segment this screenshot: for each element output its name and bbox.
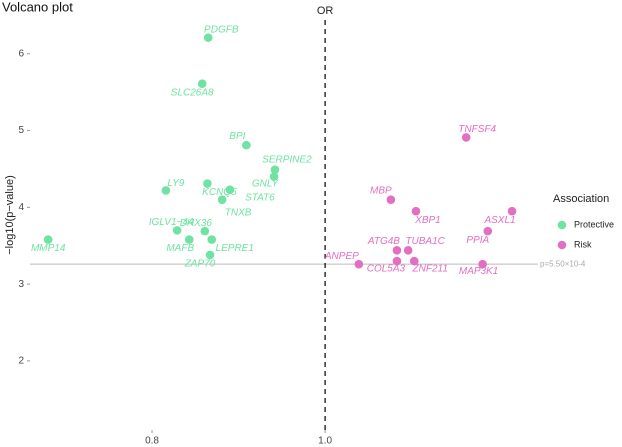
point [43, 235, 53, 244]
point [225, 185, 235, 194]
point-label: IGLV1−44 [149, 217, 194, 228]
point [242, 140, 251, 150]
point [217, 195, 227, 204]
legend-label: Risk [574, 239, 592, 249]
threshold-label: p=5.50×10-4 [540, 259, 586, 268]
point [172, 226, 182, 235]
point-label: MMP14 [31, 243, 66, 254]
point-label: DHX36 [180, 218, 213, 229]
point-label: GNLY [252, 178, 280, 189]
point-label: KCNQ5 [202, 187, 237, 198]
point-label: ANPEP [324, 251, 359, 262]
point [354, 259, 364, 269]
point-label: PPIA [466, 235, 489, 246]
point [161, 186, 171, 195]
point-label: MAFB [166, 243, 194, 254]
point [403, 246, 413, 255]
point-label: BPI [229, 131, 245, 142]
legend-title: Association [553, 193, 609, 205]
point [207, 235, 217, 244]
y-tick-label: 3 [18, 279, 24, 290]
y-tick-label: 5 [18, 125, 24, 136]
y-tick-label: 6 [18, 48, 24, 59]
point-label: PDGFB [204, 24, 239, 35]
point [411, 206, 421, 216]
point-label: MBP [370, 185, 392, 196]
point-label: TNXB [225, 207, 252, 218]
chart-title: Volcano plot [2, 0, 73, 14]
point [507, 206, 517, 216]
point [409, 256, 419, 266]
point-label: XBP1 [414, 215, 441, 226]
point-label: COL5A3 [367, 264, 406, 275]
point-label: TNFSF4 [458, 124, 496, 135]
x-tick-label: 0.8 [145, 436, 159, 447]
y-tick-label: 4 [18, 202, 24, 213]
legend-swatch [557, 240, 567, 250]
point [205, 250, 215, 260]
y-axis-label: −log10(p−value) [4, 175, 16, 255]
point-label: ASXL1 [483, 215, 515, 226]
point [386, 195, 396, 204]
point [200, 226, 210, 236]
point [392, 246, 402, 255]
point [184, 235, 194, 244]
point-label: SLC26A8 [171, 87, 214, 98]
point [483, 226, 493, 236]
point-label: LY9 [167, 178, 184, 189]
point-label: STAT6 [245, 192, 275, 203]
point-label: SERPINE2 [262, 154, 312, 165]
point [203, 33, 213, 42]
point [270, 165, 280, 175]
point [461, 133, 471, 142]
point [392, 256, 402, 266]
y-tick-label: 2 [18, 356, 24, 367]
point [197, 79, 207, 89]
point-label: TUBA1C [405, 236, 445, 247]
point-label: MAP3K1 [459, 266, 498, 277]
point-label: ZAP70 [184, 259, 216, 270]
point-label: ZNF211 [412, 264, 448, 275]
point [478, 259, 487, 269]
point [269, 172, 279, 181]
legend-swatch [557, 220, 567, 230]
legend-label: Protective [574, 219, 614, 229]
or-label: OR [317, 5, 334, 17]
point-label: ATG4B [367, 236, 400, 247]
point [203, 179, 212, 188]
point-label: LEPRE1 [216, 243, 254, 254]
x-tick-label: 1.0 [318, 436, 332, 447]
